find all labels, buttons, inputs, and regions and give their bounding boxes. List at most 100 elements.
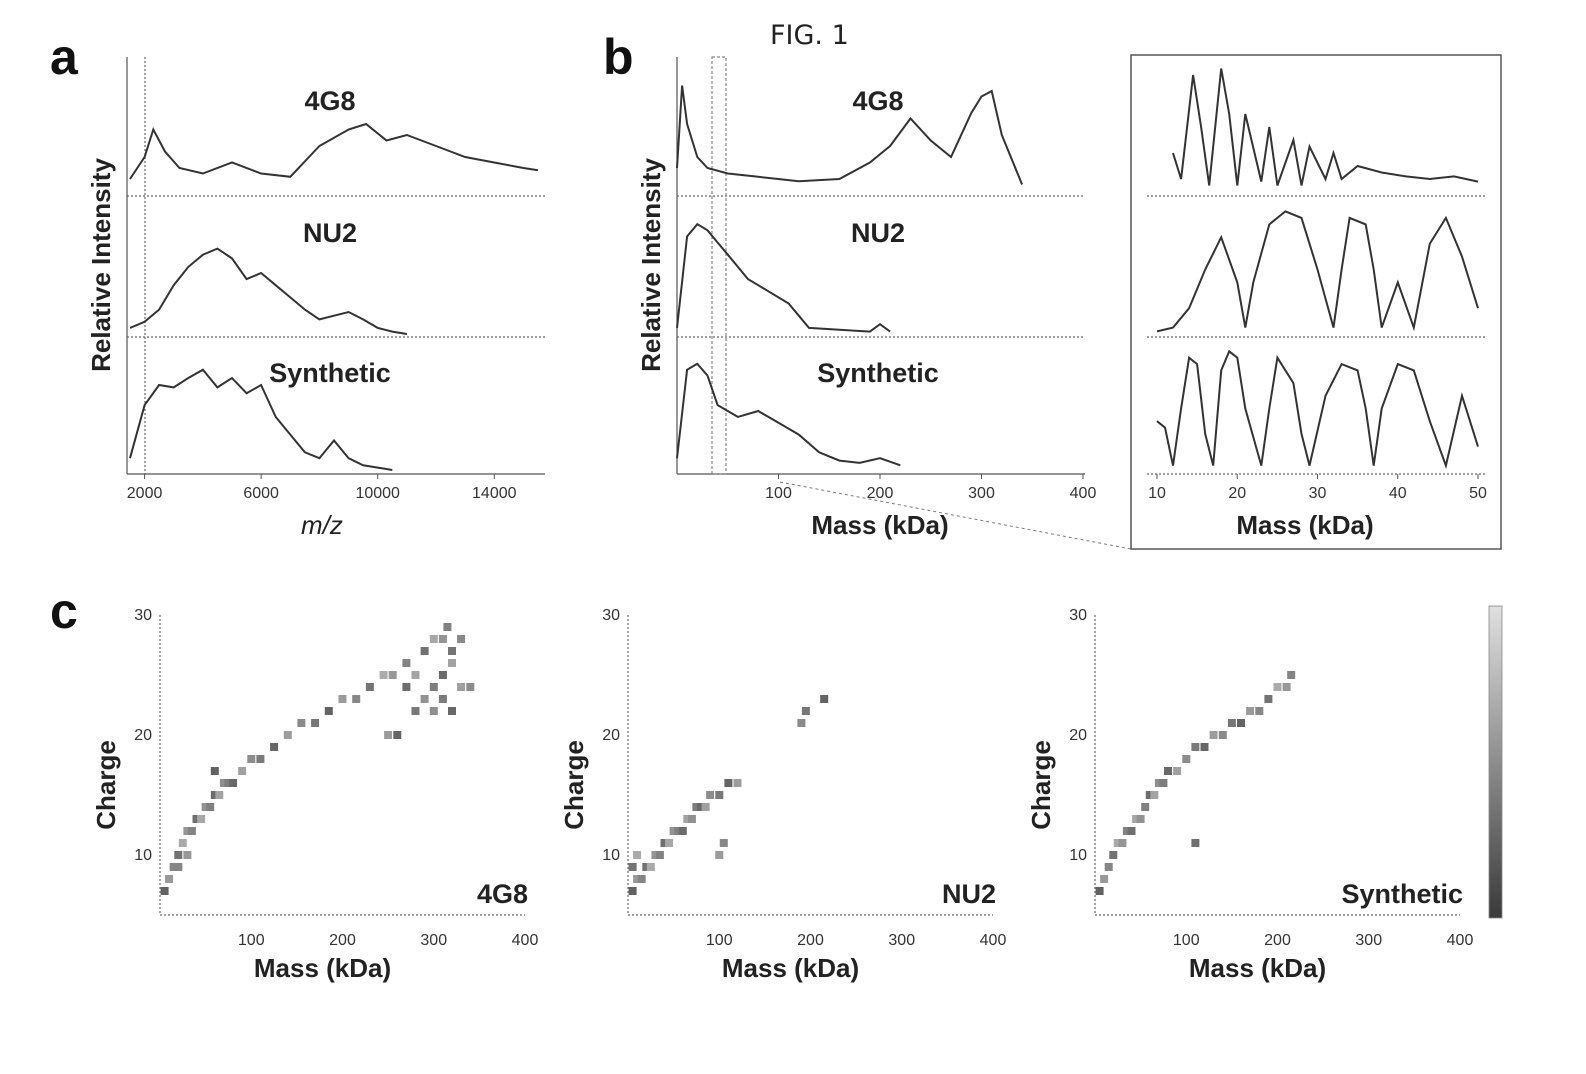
panel-c-synthetic-title: Synthetic [1341,879,1463,909]
panel-c-nu2-title: NU2 [942,879,996,909]
panel-c-nu2-xtick-label: 100 [706,932,733,949]
panel-b-zoom-xtick-label: 10 [1148,485,1166,502]
panel-c-4g8-point [439,671,447,679]
panel-b-series-label-4g8: 4G8 [852,86,903,116]
panel-c-4g8-point [366,683,374,691]
panel-c-synthetic-xtick-label: 200 [1264,932,1291,949]
panel-label-a: a [50,29,79,85]
panel-c-synthetic-point [1191,743,1199,751]
panel-c-4g8-point [457,635,465,643]
panel-c-4g8-ytick-label: 20 [134,727,152,744]
panel-c-4g8-point [402,659,410,667]
panel-c-synthetic-point [1159,779,1167,787]
panel-a-xtick-label: 14000 [472,485,517,502]
panel-c-nu2-point [720,839,728,847]
panel-b-series-label-nu2: NU2 [851,218,905,248]
panel-c-synthetic-xtick-label: 100 [1173,932,1200,949]
panel-c-nu2-point [633,851,641,859]
panel-c-nu2-ytick-label: 20 [602,727,620,744]
panel-c-4g8-point [402,683,410,691]
panel-c-4g8-point [339,695,347,703]
panel-b-zoom-xtick-label: 50 [1469,485,1487,502]
panel-c-nu2-point [638,875,646,883]
panel-c-4g8-point [412,671,420,679]
panel-c-nu2-ylabel: Charge [559,740,589,830]
panel-c-4g8-point [380,671,388,679]
panel-c-nu2-point [665,839,673,847]
panel-a-xtick-label: 10000 [355,485,400,502]
panel-c-synthetic-point [1255,707,1263,715]
panel-b-zoom-xtick-label: 30 [1309,485,1327,502]
panel-c-synthetic-point [1283,683,1291,691]
panel-c-4g8-point [421,647,429,655]
panel-a-series-label-synthetic: Synthetic [269,358,391,388]
panel-c-4g8-point [161,887,169,895]
panel-c-4g8-point [183,851,191,859]
panel-c-4g8-point [448,647,456,655]
panel-b-xlabel: Mass (kDa) [811,510,948,540]
panel-c-4g8-point [179,839,187,847]
panel-c-synthetic-point [1128,827,1136,835]
panel-a-series-4g8-line [130,124,538,179]
panel-c-4g8-point [457,683,465,691]
panel-c-4g8-xtick-label: 100 [238,932,265,949]
panel-c-nu2-xtick-label: 300 [888,932,915,949]
panel-c-synthetic-point [1287,671,1295,679]
panel-c-4g8-point [247,755,255,763]
panel-c-nu2-ytick-label: 30 [602,607,620,624]
panel-c-plot-synthetic: 100200300400102030SyntheticMass (kDa)Cha… [1026,607,1473,983]
panel-c-synthetic-ytick-label: 20 [1069,727,1087,744]
colorbar [1489,606,1502,918]
panel-c-synthetic-ytick-label: 30 [1069,607,1087,624]
panel-c-4g8-point [430,707,438,715]
panel-c-synthetic-point [1137,815,1145,823]
panel-b-zoom-series-4g8-line [1173,69,1478,186]
panel-b-series-4g8-line [677,86,1022,185]
panel-c-nu2-point [629,863,637,871]
panel-c-4g8-point [206,803,214,811]
panel-b-xtick-label: 100 [765,485,792,502]
panel-c-synthetic-point [1096,887,1104,895]
panel-c-4g8-point [311,719,319,727]
panel-c-nu2-point [706,791,714,799]
panel-c-4g8-xlabel: Mass (kDa) [254,953,391,983]
panel-c-4g8-point [229,779,237,787]
panel-c-4g8-point [443,623,451,631]
panel-c-4g8-point [389,671,397,679]
panel-a-xtick-label: 2000 [127,485,163,502]
panel-c-nu2-point [702,803,710,811]
panel-b-chart: 4G8NU2Synthetic 100200300400 Relative In… [636,57,1096,540]
figure-title: FIG. 1 [770,20,849,51]
panel-b-ylabel: Relative Intensity [636,158,666,372]
panel-label-b: b [603,29,634,85]
panel-b-zoom-xtick-label: 40 [1389,485,1407,502]
panel-c-4g8-ylabel: Charge [91,740,121,830]
panel-c-4g8-point [430,635,438,643]
panel-c-4g8-point [188,827,196,835]
panel-c-nu2-point [679,827,687,835]
panel-c-synthetic-point [1219,731,1227,739]
panel-b-zoom-series-synthetic-line [1157,351,1478,465]
panel-c-nu2-point [647,863,655,871]
panel-c-synthetic-point [1105,863,1113,871]
panel-c-synthetic-xtick-label: 300 [1355,932,1382,949]
panel-b-zoom-chart: 1020304050 Mass (kDa) [780,55,1501,549]
panel-c-nu2-point [724,779,732,787]
panel-a-series-label-4g8: 4G8 [304,86,355,116]
panel-c-synthetic-point [1274,683,1282,691]
panel-c-synthetic-point [1264,695,1272,703]
panel-c-synthetic-point [1182,755,1190,763]
panel-c-4g8-point [352,695,360,703]
panel-c-nu2-xlabel: Mass (kDa) [722,953,859,983]
panel-c-nu2-point [820,695,828,703]
panel-c-nu2-ytick-label: 10 [602,847,620,864]
panel-c-nu2-point [797,719,805,727]
panel-c-4g8-point [238,767,246,775]
panel-c-4g8-point [174,851,182,859]
panel-c-synthetic-point [1118,839,1126,847]
panel-c-4g8-point [412,707,420,715]
panel-c-nu2-point [715,851,723,859]
panel-b-zoom-series-nu2-line [1157,211,1478,331]
panel-c-4g8-xtick-label: 400 [512,932,539,949]
